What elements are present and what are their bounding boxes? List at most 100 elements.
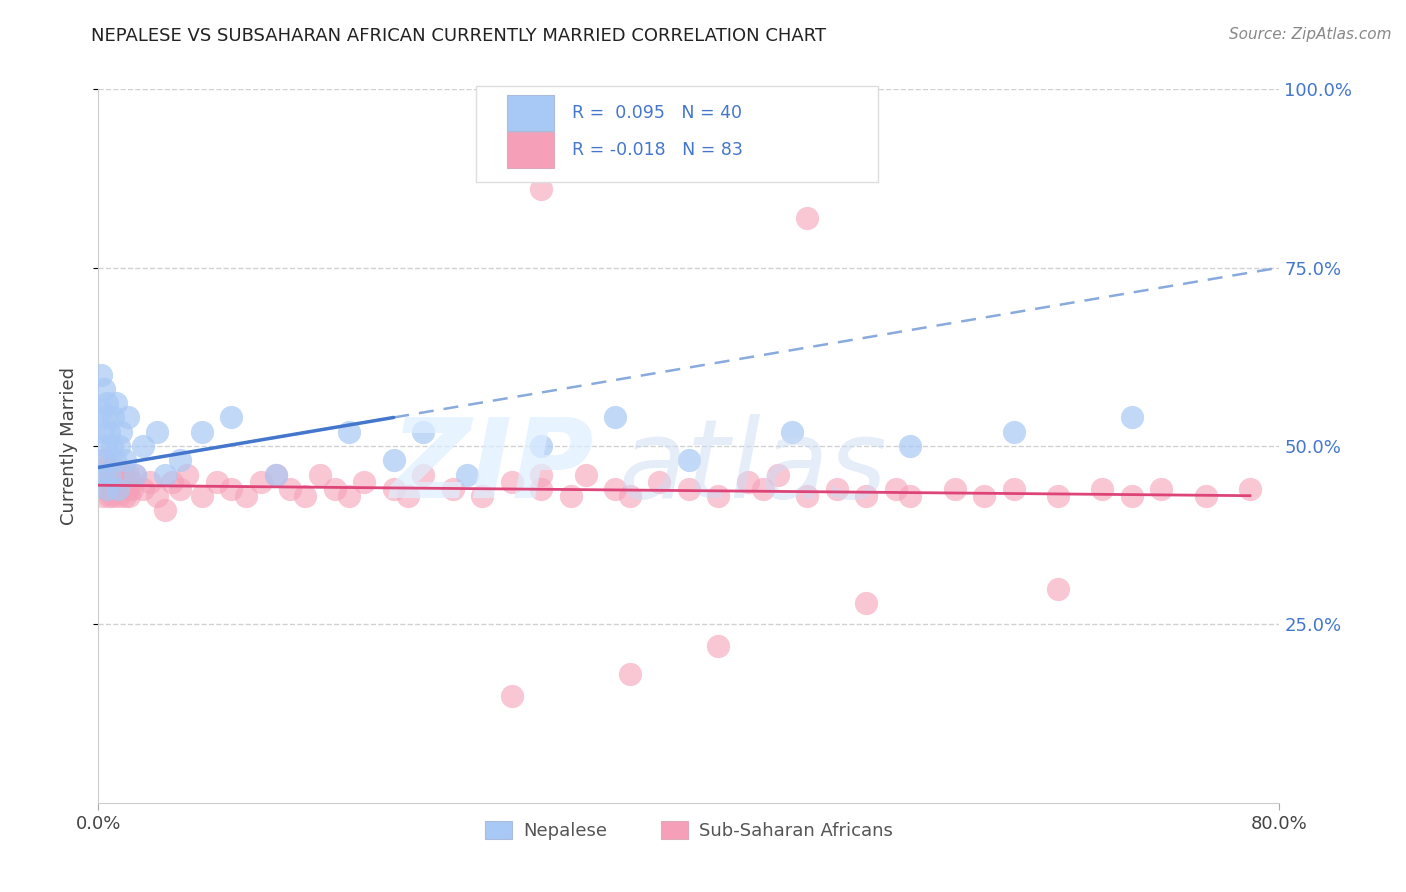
Point bbox=[108, 439, 131, 453]
Point bbox=[93, 382, 115, 396]
Point bbox=[648, 475, 671, 489]
Point bbox=[97, 489, 120, 503]
Point bbox=[90, 403, 112, 417]
Point bbox=[103, 460, 125, 475]
Point bbox=[250, 475, 273, 489]
Point bbox=[1121, 410, 1143, 425]
Point bbox=[96, 396, 118, 410]
Point bbox=[176, 467, 198, 482]
Point bbox=[678, 482, 700, 496]
Point bbox=[121, 482, 143, 496]
Text: R = -0.018   N = 83: R = -0.018 N = 83 bbox=[572, 141, 742, 159]
Point bbox=[100, 439, 122, 453]
Point bbox=[339, 489, 361, 503]
Point bbox=[90, 467, 112, 482]
Point bbox=[678, 453, 700, 467]
Point bbox=[97, 425, 120, 439]
FancyBboxPatch shape bbox=[508, 132, 554, 168]
Point bbox=[309, 467, 332, 482]
Point bbox=[1091, 482, 1114, 496]
Point bbox=[205, 475, 228, 489]
Point bbox=[884, 482, 907, 496]
Point bbox=[103, 489, 125, 503]
Point bbox=[103, 410, 125, 425]
Point bbox=[108, 489, 131, 503]
Point bbox=[382, 482, 405, 496]
Point bbox=[117, 410, 139, 425]
Point bbox=[707, 639, 730, 653]
Point bbox=[118, 489, 141, 503]
Point bbox=[943, 482, 966, 496]
Point bbox=[353, 475, 375, 489]
Point bbox=[96, 460, 118, 475]
Point bbox=[112, 467, 135, 482]
Point bbox=[110, 475, 132, 489]
Point bbox=[855, 489, 877, 503]
Point bbox=[105, 396, 128, 410]
Point bbox=[100, 482, 122, 496]
Point bbox=[98, 467, 121, 482]
Point bbox=[93, 453, 115, 467]
Point bbox=[737, 475, 759, 489]
Point bbox=[117, 482, 139, 496]
Point bbox=[619, 489, 641, 503]
Point bbox=[501, 475, 523, 489]
Point bbox=[104, 475, 127, 489]
Point bbox=[1121, 489, 1143, 503]
Point bbox=[1047, 582, 1070, 596]
Point bbox=[105, 482, 128, 496]
Point bbox=[191, 425, 214, 439]
Point bbox=[132, 482, 155, 496]
Point bbox=[752, 482, 775, 496]
Point bbox=[117, 467, 139, 482]
Point bbox=[825, 482, 848, 496]
Text: ZIP: ZIP bbox=[391, 414, 595, 521]
FancyBboxPatch shape bbox=[508, 95, 554, 130]
Point bbox=[382, 453, 405, 467]
Point bbox=[280, 482, 302, 496]
Point bbox=[90, 368, 112, 382]
Point bbox=[111, 482, 134, 496]
Point bbox=[1150, 482, 1173, 496]
Point bbox=[530, 482, 553, 496]
Point bbox=[139, 475, 162, 489]
Point bbox=[619, 667, 641, 681]
Point bbox=[91, 453, 114, 467]
Point bbox=[94, 482, 117, 496]
Point bbox=[146, 425, 169, 439]
Point bbox=[796, 489, 818, 503]
Point bbox=[973, 489, 995, 503]
Point bbox=[169, 453, 191, 467]
Point bbox=[605, 410, 627, 425]
Point bbox=[94, 410, 117, 425]
Point bbox=[191, 489, 214, 503]
Point bbox=[1047, 489, 1070, 503]
Point bbox=[221, 482, 243, 496]
Point bbox=[124, 467, 146, 482]
Point bbox=[398, 489, 420, 503]
Point bbox=[114, 489, 136, 503]
Point bbox=[1002, 425, 1025, 439]
Point bbox=[412, 467, 434, 482]
Text: NEPALESE VS SUBSAHARAN AFRICAN CURRENTLY MARRIED CORRELATION CHART: NEPALESE VS SUBSAHARAN AFRICAN CURRENTLY… bbox=[91, 27, 827, 45]
Point bbox=[96, 482, 118, 496]
Point bbox=[235, 489, 257, 503]
Point bbox=[146, 489, 169, 503]
Point bbox=[114, 453, 136, 467]
Point bbox=[264, 467, 287, 482]
Point bbox=[530, 467, 553, 482]
Point bbox=[91, 425, 114, 439]
Point bbox=[124, 467, 146, 482]
Point bbox=[900, 439, 922, 453]
Legend: Nepalese, Sub-Saharan Africans: Nepalese, Sub-Saharan Africans bbox=[478, 814, 900, 847]
Point bbox=[457, 467, 479, 482]
Point bbox=[104, 453, 127, 467]
Text: atlas: atlas bbox=[619, 414, 887, 521]
Point bbox=[1002, 482, 1025, 496]
Point bbox=[162, 475, 183, 489]
Point bbox=[501, 689, 523, 703]
Point bbox=[91, 489, 114, 503]
Point bbox=[782, 425, 804, 439]
Point bbox=[132, 439, 155, 453]
Y-axis label: Currently Married: Currently Married bbox=[59, 367, 77, 525]
